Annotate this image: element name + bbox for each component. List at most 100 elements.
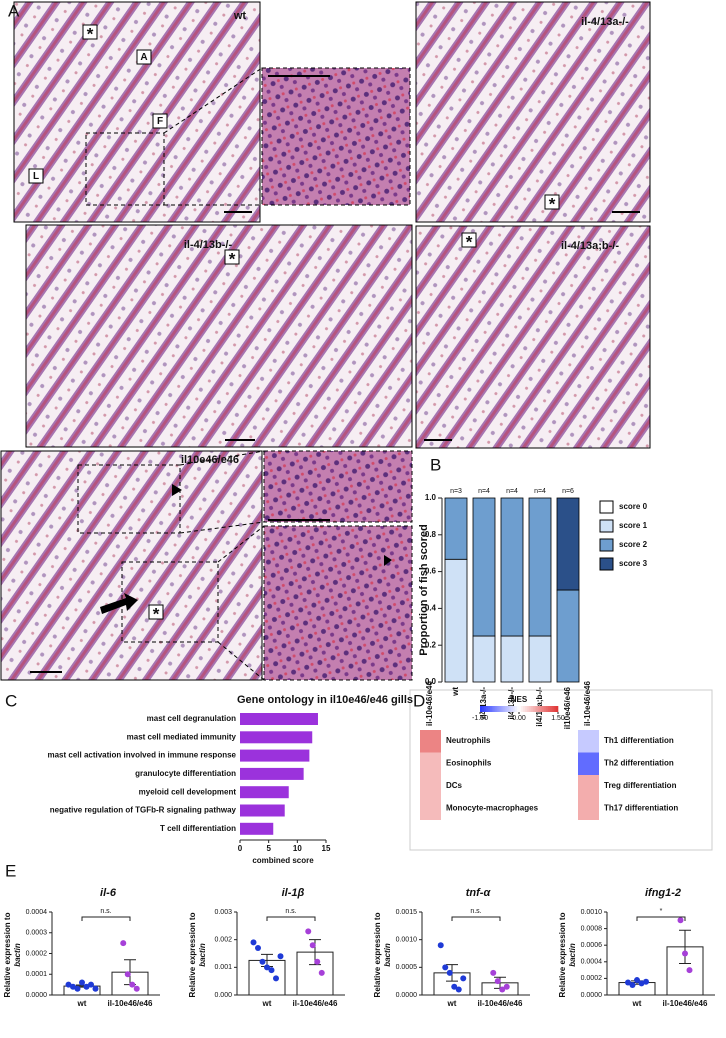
colorbar-step bbox=[515, 706, 518, 712]
data-point bbox=[124, 971, 131, 978]
y-tick-label: 0.002 bbox=[214, 937, 232, 944]
data-point bbox=[643, 978, 649, 985]
colorbar-step bbox=[554, 706, 557, 712]
n-label: n=3 bbox=[450, 488, 462, 495]
data-point bbox=[318, 969, 325, 976]
y-tick-label: 0.001 bbox=[214, 964, 232, 971]
x-tick-label: 15 bbox=[322, 844, 331, 853]
colorbar-step bbox=[526, 706, 530, 712]
heat-cell bbox=[578, 775, 599, 798]
data-point bbox=[83, 983, 90, 990]
x-tick-label: 10 bbox=[293, 844, 302, 853]
colorbar-step bbox=[546, 706, 549, 712]
colorbar-step bbox=[503, 706, 506, 712]
histology-image bbox=[13, 1, 261, 223]
colorbar-step bbox=[499, 706, 502, 712]
marker-label: L bbox=[33, 171, 39, 182]
legend-swatch bbox=[599, 500, 614, 514]
colorbar-step bbox=[483, 706, 487, 712]
data-point bbox=[455, 986, 462, 993]
y-tick-label: 1.0 bbox=[425, 493, 437, 502]
data-point bbox=[70, 983, 76, 990]
y-tick-label: 0.0006 bbox=[581, 942, 603, 949]
zoom-box bbox=[85, 132, 165, 206]
zoom-connector bbox=[163, 67, 265, 681]
colorbar-step bbox=[548, 706, 551, 712]
column-label: il-10e46/e46 bbox=[425, 681, 434, 726]
panel-d-frame bbox=[409, 689, 713, 851]
significance-bracket bbox=[636, 916, 686, 921]
marker-label: * bbox=[153, 604, 160, 623]
genotype-label: wt bbox=[233, 10, 247, 22]
legend-swatch bbox=[599, 519, 614, 533]
heat-cell bbox=[420, 752, 441, 775]
colorbar-step bbox=[513, 706, 516, 712]
bar-segment bbox=[500, 635, 524, 683]
bar-segment bbox=[556, 589, 580, 683]
y-axis-label: Relative expression to bbox=[373, 912, 382, 997]
colorbar-step bbox=[528, 706, 531, 712]
data-point bbox=[268, 967, 275, 974]
data-point bbox=[677, 917, 684, 924]
colorbar-step bbox=[534, 706, 537, 712]
y-tick-label: 0.0 bbox=[425, 677, 437, 686]
marker-label: * bbox=[466, 232, 473, 251]
data-point bbox=[133, 985, 140, 992]
row-label: DCs bbox=[446, 781, 463, 790]
panel-a-images bbox=[0, 1, 651, 681]
y-axis-label: bactin bbox=[568, 943, 577, 967]
colorbar-step bbox=[522, 706, 526, 712]
marker-label: F bbox=[157, 116, 163, 127]
chart-title: il-1β bbox=[282, 887, 305, 899]
data-point bbox=[490, 969, 497, 976]
y-axis-label: bactin bbox=[383, 943, 392, 967]
histology-image bbox=[0, 450, 263, 681]
row-label: Treg differentiation bbox=[604, 781, 677, 790]
x-tick-label: wt bbox=[447, 999, 457, 1008]
x-tick-label: il4/13b-/- bbox=[507, 687, 516, 720]
y-tick-label: 0.0004 bbox=[581, 959, 603, 966]
data-point bbox=[79, 979, 85, 986]
data-point bbox=[120, 940, 127, 947]
y-axis-label: Relative expression to bbox=[188, 912, 197, 997]
category-label: mast cell mediated immunity bbox=[127, 732, 237, 741]
panel-label: C bbox=[5, 691, 17, 710]
y-tick-label: 0.0000 bbox=[581, 992, 603, 999]
colorbar-step bbox=[511, 706, 514, 712]
colorbar-step bbox=[501, 706, 504, 712]
colorbar-label: 1.50 bbox=[551, 715, 565, 722]
x-tick-label: 5 bbox=[266, 844, 271, 853]
n-label: n=4 bbox=[478, 488, 490, 495]
y-tick-label: 0.8 bbox=[425, 530, 437, 539]
category-label: mast cell degranulation bbox=[147, 714, 236, 723]
colorbar-step bbox=[480, 706, 483, 712]
colorbar-step bbox=[493, 706, 496, 712]
y-axis-label: Proportion of fish scored bbox=[418, 524, 430, 655]
data-point bbox=[255, 944, 261, 951]
data-point bbox=[446, 969, 453, 976]
row-label: Eosinophils bbox=[446, 759, 492, 768]
category-label: myeloid cell development bbox=[139, 787, 237, 796]
y-tick-label: 0.000 bbox=[214, 992, 232, 999]
colorbar-step bbox=[520, 706, 524, 712]
significance-label: * bbox=[660, 908, 663, 915]
histology-image bbox=[415, 225, 651, 449]
marker-label: * bbox=[87, 24, 94, 43]
x-tick-label: il-10e46/e46 bbox=[293, 999, 338, 1008]
colorbar-step bbox=[495, 706, 498, 712]
data-point bbox=[686, 967, 693, 974]
category-label: T cell differentiation bbox=[160, 824, 236, 833]
colorbar-step bbox=[556, 706, 559, 712]
y-tick-label: 0.0008 bbox=[581, 925, 603, 932]
data-point bbox=[638, 980, 645, 987]
x-tick-label: wt bbox=[632, 999, 642, 1008]
category-label: negative regulation of TGFb-R signaling … bbox=[50, 806, 237, 815]
row-label: Th17 differentiation bbox=[604, 804, 678, 813]
y-tick-label: 0.0000 bbox=[26, 992, 48, 999]
data-point bbox=[437, 942, 444, 949]
heat-cell bbox=[420, 775, 441, 798]
row-label: Th1 differentiation bbox=[604, 736, 674, 745]
y-axis-label: Relative expression to bbox=[3, 912, 12, 997]
legend-label: score 0 bbox=[619, 502, 648, 511]
x-tick-label: 0 bbox=[238, 844, 243, 853]
